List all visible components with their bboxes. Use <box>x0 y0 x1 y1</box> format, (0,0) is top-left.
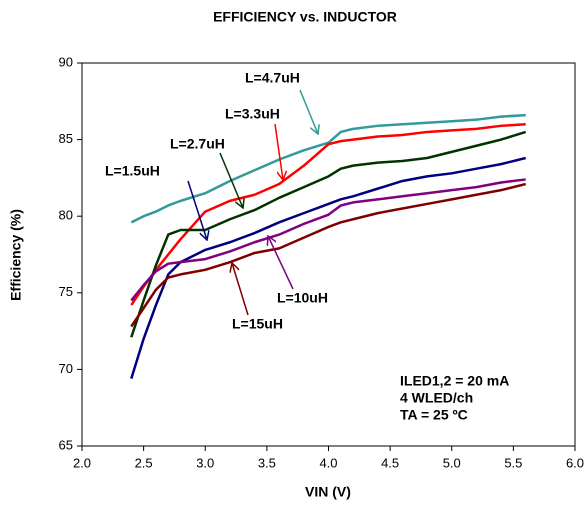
x-tick-label: 2.5 <box>135 455 153 470</box>
series-label: L=1.5uH <box>105 163 160 179</box>
series-label: L=10uH <box>277 290 328 306</box>
label-arrow <box>274 123 283 180</box>
annotation: TA = 25 ºC <box>400 407 468 423</box>
series-line <box>130 182 527 328</box>
annotation: ILED1,2 = 20 mA <box>400 373 509 389</box>
series-label: L=15uH <box>232 316 283 332</box>
y-tick-label: 80 <box>59 208 73 223</box>
label-arrow <box>219 152 243 208</box>
x-tick-label: 5.5 <box>504 455 522 470</box>
x-tick-label: 4.5 <box>381 455 399 470</box>
x-tick-label: 3.0 <box>196 455 214 470</box>
series-line <box>130 178 526 302</box>
y-tick-label: 85 <box>59 131 73 146</box>
x-tick-label: 6.0 <box>566 455 584 470</box>
x-tick-label: 4.0 <box>319 455 337 470</box>
label-arrow <box>299 89 318 134</box>
series-label: L=3.3uH <box>225 106 280 122</box>
label-arrow <box>187 180 207 240</box>
y-axis-label: Efficiency (%) <box>8 209 24 301</box>
annotation: 4 WLED/ch <box>400 390 473 406</box>
series-line <box>130 156 527 379</box>
chart-title: EFFICIENCY vs. INDUCTOR <box>213 9 397 25</box>
series-label: L=2.7uH <box>170 136 225 152</box>
y-tick-label: 65 <box>59 437 73 452</box>
y-tick-label: 70 <box>59 361 73 376</box>
series-line <box>130 123 526 306</box>
y-tick-label: 75 <box>59 284 73 299</box>
x-tick-label: 3.5 <box>258 455 276 470</box>
series-line <box>130 113 526 224</box>
x-tick-label: 2.0 <box>73 455 91 470</box>
series-label: L=4.7uH <box>245 70 300 86</box>
x-tick-label: 5.0 <box>443 455 461 470</box>
label-arrow <box>232 263 249 316</box>
y-tick-label: 90 <box>59 54 73 69</box>
x-axis-label: VIN (V) <box>305 484 351 500</box>
series-line <box>130 130 527 338</box>
label-arrow <box>268 236 294 290</box>
